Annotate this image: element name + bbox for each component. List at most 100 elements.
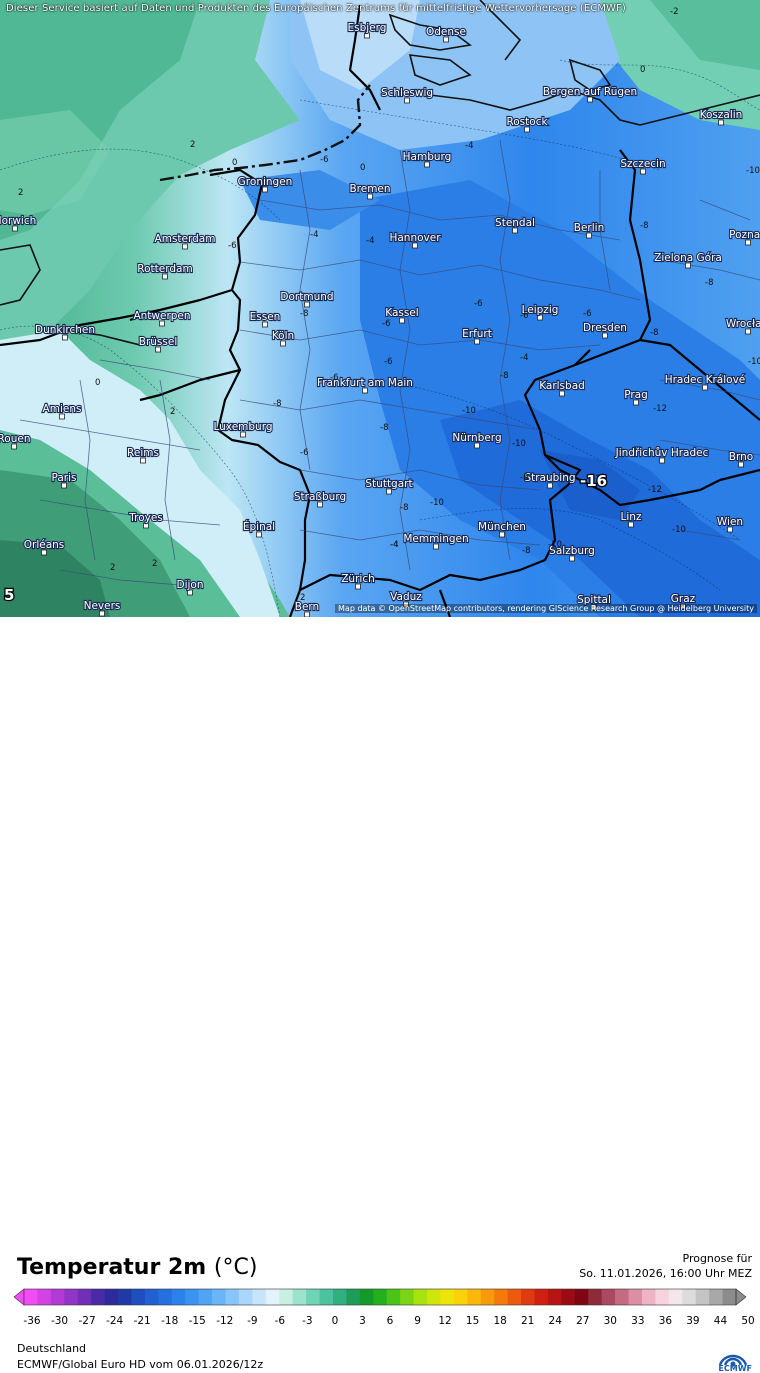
isoline-label: -4 xyxy=(465,141,473,151)
city-label: Reims xyxy=(127,447,159,459)
city-marker xyxy=(628,521,634,528)
isoline-label: -8 xyxy=(522,546,530,556)
city-marker xyxy=(403,601,409,608)
logo-text: ECMWF xyxy=(718,1364,752,1373)
isoline-label: -6 xyxy=(300,448,308,458)
colorbar-tick-label: 21 xyxy=(521,1315,534,1327)
city-label: Dresden xyxy=(583,322,627,334)
city-marker xyxy=(182,243,188,250)
isoline-label: -12 xyxy=(648,485,662,495)
colorbar-swatch xyxy=(682,1289,697,1305)
city-marker xyxy=(524,126,530,133)
city-label: Linz xyxy=(621,511,642,523)
colorbar-swatch xyxy=(171,1289,186,1305)
colorbar-swatch xyxy=(225,1289,240,1305)
city-marker xyxy=(633,399,639,406)
colorbar-tick-label: -27 xyxy=(78,1315,95,1327)
city-label: Brüssel xyxy=(139,336,178,348)
isoline-label: -10 xyxy=(748,357,760,367)
isoline-label: 0 xyxy=(232,158,237,168)
isoline-label: 2 xyxy=(170,407,175,417)
isoline-label: 0 xyxy=(360,163,365,173)
colorbar-swatch xyxy=(198,1289,213,1305)
colorbar-swatch xyxy=(185,1289,200,1305)
city-marker xyxy=(602,332,608,339)
colorbar-swatch xyxy=(480,1289,495,1305)
isoline-label: -6 xyxy=(520,473,528,483)
colorbar-tick-label: -3 xyxy=(302,1315,312,1327)
city-marker xyxy=(404,97,410,104)
city-label: Bremen xyxy=(349,183,390,195)
city-label: Poznań xyxy=(729,229,760,241)
city-marker xyxy=(304,301,310,308)
city-label: Zielona Góra xyxy=(654,252,722,264)
city-label: Groningen xyxy=(238,176,293,188)
forecast-label: Prognose für xyxy=(682,1252,753,1265)
colorbar-swatch xyxy=(467,1289,482,1305)
isoline-label: -4 xyxy=(310,230,318,240)
colorbar-swatch xyxy=(615,1289,629,1305)
colorbar-swatch xyxy=(77,1289,92,1305)
isoline-label: 2 xyxy=(110,563,115,573)
city-marker xyxy=(537,314,543,321)
colorbar: -36 -30 -27 -24 -21 -18 -15 -12 -9 -6 -3 0 3 6 9 12 15 18… xyxy=(13,1288,755,1327)
colorbar-tick-label: 30 xyxy=(604,1315,617,1327)
city-label: Luxemburg xyxy=(213,421,272,433)
isoline-label: -6 xyxy=(330,373,338,383)
colorbar-tick-label: 33 xyxy=(631,1315,644,1327)
city-marker xyxy=(367,193,373,200)
city-marker xyxy=(159,320,165,327)
colorbar-tick-label: 0 xyxy=(332,1315,339,1327)
city-marker xyxy=(718,119,724,126)
isoline-label: -10 xyxy=(746,166,760,176)
colorbar-swatch xyxy=(91,1289,106,1305)
city-label: Berlin xyxy=(574,222,604,234)
city-marker xyxy=(433,543,439,550)
city-marker xyxy=(591,604,597,611)
isoline-label: -4 xyxy=(366,236,374,246)
city-marker xyxy=(262,321,268,328)
city-marker xyxy=(41,549,47,556)
city-marker xyxy=(727,526,733,533)
isoline-label: -6 xyxy=(320,155,328,165)
city-marker xyxy=(512,227,518,234)
city-label: Épinal xyxy=(243,520,275,533)
city-label: Szczecin xyxy=(620,158,665,170)
colorbar-swatch xyxy=(144,1289,159,1305)
min-temperature-marker: -16 xyxy=(580,472,607,490)
isoline-label: -10 xyxy=(512,439,526,449)
colorbar-swatch xyxy=(655,1289,670,1305)
city-marker xyxy=(304,611,310,617)
city-marker xyxy=(474,442,480,449)
city-marker xyxy=(187,589,193,596)
isoline-label: -8 xyxy=(380,423,388,433)
city-marker xyxy=(559,390,565,397)
city-marker xyxy=(240,431,246,438)
colorbar-swatch xyxy=(453,1289,468,1305)
colorbar-swatch xyxy=(588,1289,603,1305)
colorbar-swatch xyxy=(400,1289,414,1305)
colorbar-swatch xyxy=(440,1289,455,1305)
isoline-label: -8 xyxy=(705,278,713,288)
isoline-label: -6 xyxy=(382,319,390,329)
city-marker xyxy=(11,443,17,450)
colorbar-swatch xyxy=(601,1289,616,1305)
city-label: Orléans xyxy=(24,539,65,551)
weather-map[interactable]: Esbjerg Odense Schleswig Bergen auf Rügen Ro… xyxy=(0,0,760,617)
isoline-label: -8 xyxy=(650,328,658,338)
colorbar-swatch xyxy=(64,1289,79,1305)
isoline-label: -6 xyxy=(474,299,482,309)
city-label: Kassel xyxy=(385,307,418,319)
colorbar-swatch xyxy=(547,1289,562,1305)
city-label: Amsterdam xyxy=(155,233,216,245)
colorbar-tick-label: -21 xyxy=(134,1315,151,1327)
colorbar-swatch xyxy=(386,1289,401,1305)
colorbar-swatch xyxy=(427,1289,441,1305)
city-label: Stendal xyxy=(495,217,535,229)
map-attribution: Map data © OpenStreetMap contributors, r… xyxy=(335,604,757,613)
colorbar-swatch xyxy=(668,1289,683,1305)
isoline-label: 2 xyxy=(18,188,23,198)
isoline-label: -6 xyxy=(228,241,236,251)
city-label: Nürnberg xyxy=(452,432,501,444)
colorbar-swatch xyxy=(131,1289,146,1305)
